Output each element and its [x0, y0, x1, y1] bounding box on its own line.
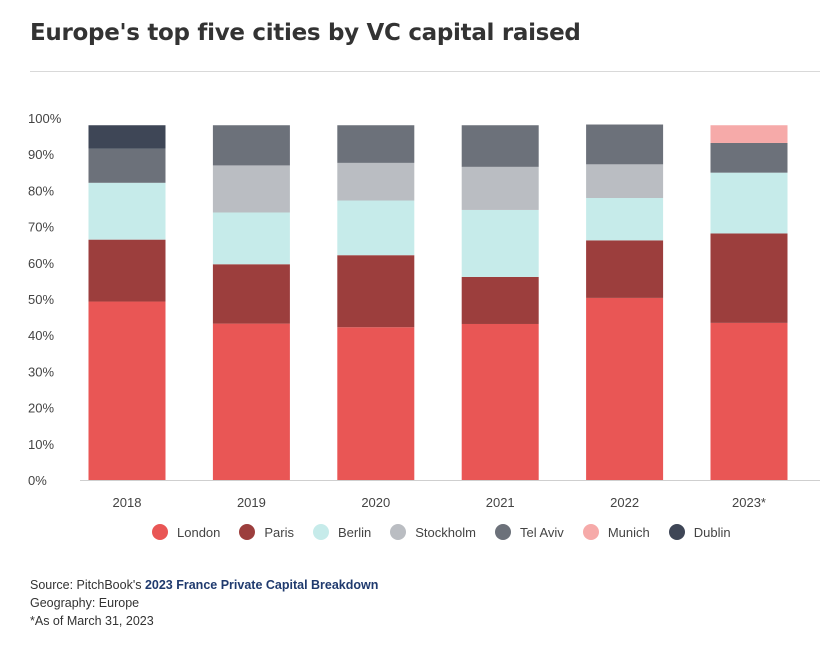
bar-segment-london[interactable]	[586, 297, 664, 480]
date-note: *As of March 31, 2023	[30, 614, 154, 628]
legend-swatch	[390, 524, 407, 540]
y-tick-label: 30%	[28, 364, 54, 379]
bar-segment-stockholm[interactable]	[212, 165, 290, 213]
chart-legend: London Paris Berlin Stockholm Tel Aviv Munich…	[152, 524, 750, 540]
bar-segment-tel-aviv[interactable]	[586, 124, 664, 165]
bar-segment-london[interactable]	[88, 301, 166, 480]
legend-swatch	[152, 524, 168, 540]
legend-swatch	[582, 524, 599, 540]
x-tick-label: 2022	[610, 495, 639, 510]
geography-note: Geography: Europe	[30, 596, 140, 610]
stacked-bar-chart: 0% 10% 20% 30% 40% 50% 60% 70% 80% 90% 100% 2018 201…	[28, 111, 820, 510]
y-tick-label: 70%	[28, 220, 54, 235]
y-tick-label: 90%	[28, 147, 54, 162]
bar-segment-tel-aviv[interactable]	[337, 125, 415, 163]
bar-segment-london[interactable]	[461, 323, 539, 480]
legend-item-munich[interactable]: Munich	[582, 524, 650, 540]
y-tick-label: 10%	[28, 437, 54, 452]
bar-segment-stockholm[interactable]	[461, 166, 539, 210]
legend-item-paris[interactable]: Paris	[239, 524, 294, 540]
x-tick-label: 2021	[486, 495, 515, 510]
x-tick-label: 2020	[361, 495, 390, 510]
source-prefix: Source: PitchBook's	[30, 578, 145, 592]
legend-label: Munich	[607, 524, 650, 540]
bar-segment-paris[interactable]	[586, 240, 664, 298]
legend-label: Paris	[264, 524, 295, 540]
legend-swatch	[239, 524, 256, 540]
y-tick-label: 80%	[28, 183, 54, 198]
legend-item-stockholm[interactable]: Stockholm	[390, 524, 476, 540]
bar-segment-paris[interactable]	[337, 255, 415, 328]
y-tick-label: 60%	[28, 256, 54, 271]
bar-segment-tel-aviv[interactable]	[88, 148, 166, 183]
y-tick-label: 100%	[28, 111, 62, 126]
bar-segment-tel-aviv[interactable]	[461, 125, 539, 167]
bar-segment-tel-aviv[interactable]	[710, 142, 788, 173]
legend-item-berlin[interactable]: Berlin	[313, 524, 371, 540]
bar-segment-dublin[interactable]	[88, 125, 166, 149]
legend-label: London	[177, 524, 221, 540]
bar-segment-paris[interactable]	[88, 239, 166, 302]
bar-segment-berlin[interactable]	[212, 212, 290, 265]
legend-label: Berlin	[338, 524, 372, 540]
bar-segment-tel-aviv[interactable]	[212, 125, 290, 166]
legend-item-london[interactable]: London	[152, 524, 220, 540]
bar-segment-london[interactable]	[212, 323, 290, 480]
legend-label: Dublin	[693, 524, 731, 540]
y-tick-label: 50%	[28, 292, 54, 307]
bar-segment-stockholm[interactable]	[586, 164, 664, 199]
bar-segment-london[interactable]	[337, 327, 415, 480]
bar-segment-paris[interactable]	[710, 233, 788, 323]
bar-segment-berlin[interactable]	[337, 200, 415, 256]
y-tick-label: 0%	[28, 473, 47, 488]
legend-label: Stockholm	[415, 524, 476, 540]
source-link[interactable]: 2023 France Private Capital Breakdown	[144, 578, 379, 592]
x-tick-label: 2023*	[732, 495, 766, 510]
legend-swatch	[668, 524, 685, 540]
bar-segment-berlin[interactable]	[710, 172, 788, 234]
y-tick-label: 20%	[28, 401, 54, 416]
bar-segment-berlin[interactable]	[461, 209, 539, 277]
y-tick-label: 40%	[28, 328, 54, 343]
x-tick-label: 2019	[237, 495, 266, 510]
title-divider	[30, 71, 820, 72]
bar-segment-london[interactable]	[710, 322, 788, 480]
bar-segment-stockholm[interactable]	[337, 162, 415, 201]
bar-segment-paris[interactable]	[461, 276, 539, 324]
chart-title: Europe's top five cities by VC capital r…	[30, 20, 581, 46]
legend-item-tel-aviv[interactable]: Tel Aviv	[494, 524, 564, 540]
bar-segment-paris[interactable]	[212, 264, 290, 324]
bar-segment-munich[interactable]	[710, 125, 788, 143]
legend-swatch	[494, 524, 511, 540]
legend-label: Tel Aviv	[519, 524, 564, 540]
chart-footer: Source: PitchBook's 2023 France Private …	[30, 576, 378, 630]
x-tick-label: 2018	[113, 495, 142, 510]
source-line: Source: PitchBook's 2023 France Private …	[30, 576, 378, 594]
bar-segment-berlin[interactable]	[88, 182, 166, 240]
bar-segment-berlin[interactable]	[586, 198, 664, 241]
legend-item-dublin[interactable]: Dublin	[668, 524, 731, 540]
legend-swatch	[313, 524, 330, 540]
